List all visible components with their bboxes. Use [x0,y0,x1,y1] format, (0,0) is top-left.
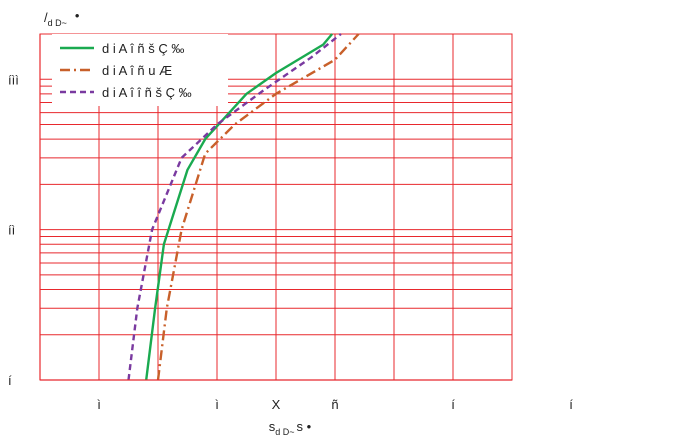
x-tick-label: ñ [331,397,338,412]
y-tick-label: íì [8,223,15,238]
x-axis-title: sd D~ s • [269,419,312,437]
legend: d i A î ñ š Ç ‰ d i A î ñ u Æ d i A î î ñ … [52,34,228,106]
y-axis-title: /d D~ • [44,8,80,28]
series-line-3 [127,33,342,381]
y-tick-label: í [8,373,12,388]
legend-label-3: d i A î î ñ š Ç ‰ [102,85,192,100]
x-tick-label: ì [97,397,101,412]
y-tick-label: íìì [8,72,19,87]
legend-label-1: d i A î ñ š Ç ‰ [102,41,184,56]
x-tick-label: X [272,397,281,412]
x-tick-label: í [569,397,573,412]
legend-label-2: d i A î ñ u Æ [102,63,172,78]
x-tick-label: ì [215,397,219,412]
series-line-2 [156,33,360,381]
series-line-1 [145,33,334,381]
x-tick-label: í [451,397,455,412]
series-lines [127,33,360,381]
